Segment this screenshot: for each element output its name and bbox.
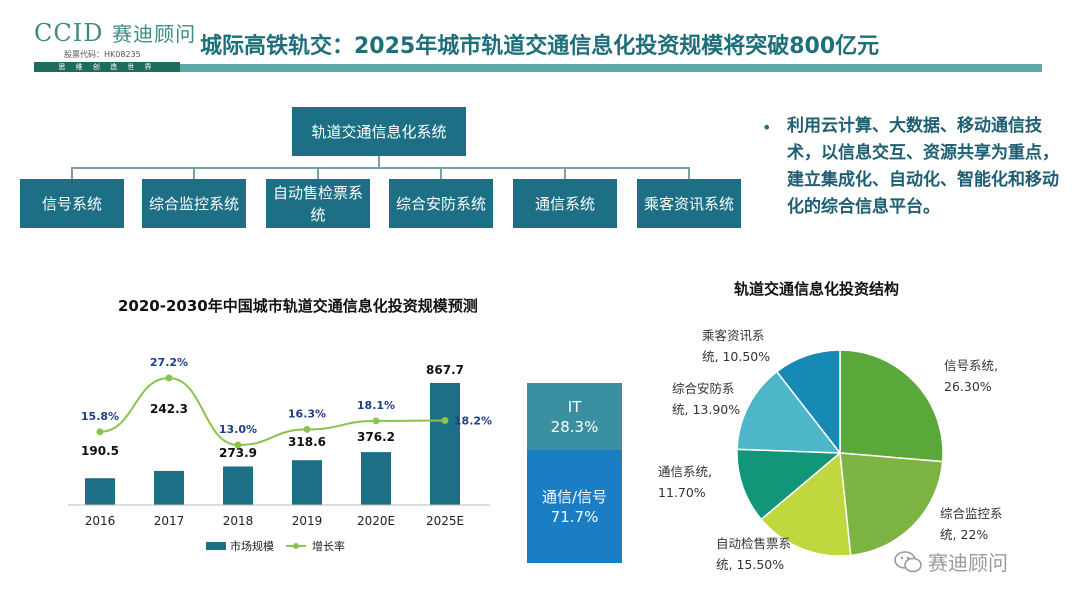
logo-slogan: 思 维 创 造 世 界 bbox=[58, 63, 156, 71]
connector-drop-4 bbox=[440, 167, 442, 179]
growth-point-2025E bbox=[441, 416, 449, 424]
growth-label-2018: 13.0% bbox=[219, 423, 257, 436]
page-title: 城际高铁轨交：2025年城市轨道交通信息化投资规模将突破800亿元 bbox=[200, 34, 880, 59]
diagram-root-node: 轨道交通信息化系统 bbox=[292, 107, 466, 156]
logo-bar bbox=[34, 62, 180, 72]
stack-comm-label: 通信/信号 bbox=[541, 487, 608, 506]
growth-label-2017: 27.2% bbox=[150, 356, 188, 369]
x-tick-label-2016: 2016 bbox=[85, 514, 116, 528]
bar-2025E bbox=[430, 383, 460, 505]
growth-label-2020E: 18.1% bbox=[357, 399, 395, 412]
pie-label-5-line-0: 乘客资讯系 bbox=[702, 328, 765, 343]
pie-label-0-line-1: 26.30% bbox=[944, 379, 992, 394]
legend-label-line: 增长率 bbox=[312, 539, 345, 553]
stack-segment-it: IT 28.3% bbox=[527, 383, 622, 450]
pie-label-3-line-1: 11.70% bbox=[658, 485, 706, 500]
legend-label-bar: 市场规模 bbox=[230, 539, 274, 553]
diagram-node-security: 综合安防系统 bbox=[389, 179, 493, 228]
legend-swatch-bar bbox=[206, 542, 226, 550]
pie-label-3-line-0: 通信系统, bbox=[658, 464, 712, 479]
pie-label-4-line-0: 综合安防系 bbox=[672, 381, 735, 396]
bar-line-chart: 190.5 2016 242.3 2017 273.9 2018 318.6 2019 376.… bbox=[68, 356, 492, 553]
stock-code: 股票代码：HK08235 bbox=[64, 50, 141, 59]
growth-label-2016: 15.8% bbox=[81, 410, 119, 423]
bar-chart-title: 2020-2030年中国城市轨道交通信息化投资规模预测 bbox=[118, 297, 478, 315]
growth-point-2017 bbox=[165, 374, 173, 382]
stack-it-value: 28.3% bbox=[550, 417, 599, 436]
stack-comm-value: 71.7% bbox=[550, 507, 599, 526]
pie-slice-1 bbox=[839, 452, 944, 557]
x-tick-label-2018: 2018 bbox=[223, 514, 254, 528]
connector-drop-5 bbox=[564, 167, 566, 179]
connector-drop-1 bbox=[71, 167, 73, 179]
x-tick-label-2019: 2019 bbox=[292, 514, 323, 528]
growth-label-2019: 16.3% bbox=[288, 407, 326, 420]
bar-2017 bbox=[154, 470, 184, 505]
bar-value-label-2025E: 867.7 bbox=[426, 363, 464, 377]
diagram-node-monitoring: 综合监控系统 bbox=[142, 179, 246, 228]
connector-trunk bbox=[378, 156, 380, 168]
pie-chart-title: 轨道交通信息化投资结构 bbox=[734, 280, 900, 298]
pie-label-1-line-0: 综合监控系 bbox=[940, 506, 1003, 521]
title-rule bbox=[180, 64, 1042, 72]
pie-slice-4 bbox=[736, 370, 842, 454]
x-tick-label-2020E: 2020E bbox=[357, 514, 395, 528]
pie-slice-5 bbox=[775, 349, 841, 456]
bar-2019 bbox=[292, 460, 322, 505]
x-tick-label-2017: 2017 bbox=[154, 514, 185, 528]
wechat-icon bbox=[894, 550, 922, 572]
bar-2016 bbox=[85, 478, 115, 505]
diagram-node-passenger-info: 乘客资讯系统 bbox=[637, 179, 741, 228]
bullet-text: 利用云计算、大数据、移动通信技术，以信息交互、资源共享为重点，建立集成化、自动化… bbox=[787, 116, 1059, 217]
legend-swatch-line-dot bbox=[293, 543, 299, 549]
growth-point-2016 bbox=[96, 428, 104, 436]
pie-label-2-line-0: 自动检售票系 bbox=[716, 536, 791, 551]
pie-label-2-line-1: 统, 15.50% bbox=[716, 557, 784, 572]
growth-point-2020E bbox=[372, 417, 380, 425]
diagram-node-ticketing: 自动售检票系统 bbox=[266, 179, 370, 228]
growth-point-2019 bbox=[303, 425, 311, 433]
connector-drop-3 bbox=[317, 167, 319, 179]
company-logo: CCID 赛迪顾问 股票代码：HK08235 思 维 创 造 世 界 bbox=[34, 18, 195, 72]
growth-point-2018 bbox=[234, 441, 242, 449]
diagram-node-signal: 信号系统 bbox=[20, 179, 124, 228]
bullet-icon: • bbox=[762, 118, 772, 137]
logo-wordmark: CCID 赛迪顾问 bbox=[34, 18, 196, 47]
connector-drop-6 bbox=[688, 167, 690, 179]
connector-bus bbox=[71, 167, 689, 169]
bar-2020E bbox=[361, 452, 391, 505]
growth-label-2025E: 18.2% bbox=[454, 414, 492, 427]
pie-label-0-line-0: 信号系统, bbox=[944, 358, 998, 373]
stack-segment-comm-signal: 通信/信号 71.7% bbox=[527, 450, 622, 563]
bar-2018 bbox=[223, 466, 253, 505]
connector-drop-2 bbox=[193, 167, 195, 179]
pie-label-5-line-1: 统, 10.50% bbox=[702, 349, 770, 364]
logo-brand: CCID bbox=[34, 19, 104, 47]
pie-label-1-line-1: 统, 22% bbox=[940, 527, 988, 542]
bar-value-label-2016: 190.5 bbox=[81, 444, 119, 458]
bar-value-label-2018: 273.9 bbox=[219, 446, 257, 460]
x-tick-label-2025E: 2025E bbox=[426, 514, 464, 528]
logo-brand-cn: 赛迪顾问 bbox=[112, 22, 197, 46]
pie-label-4-line-1: 统, 13.90% bbox=[672, 402, 740, 417]
bar-value-label-2019: 318.6 bbox=[288, 435, 326, 449]
diagram-node-communication: 通信系统 bbox=[513, 179, 617, 228]
watermark: 赛迪顾问 bbox=[894, 547, 1008, 576]
watermark-text: 赛迪顾问 bbox=[928, 551, 1008, 575]
pie-slice-3 bbox=[736, 448, 842, 521]
pie-slice-0 bbox=[839, 349, 944, 463]
bar-value-label-2017: 242.3 bbox=[150, 402, 188, 416]
pie-slice-2 bbox=[760, 451, 852, 557]
bar-value-label-2020E: 376.2 bbox=[357, 430, 395, 444]
stack-it-label: IT bbox=[567, 397, 582, 416]
